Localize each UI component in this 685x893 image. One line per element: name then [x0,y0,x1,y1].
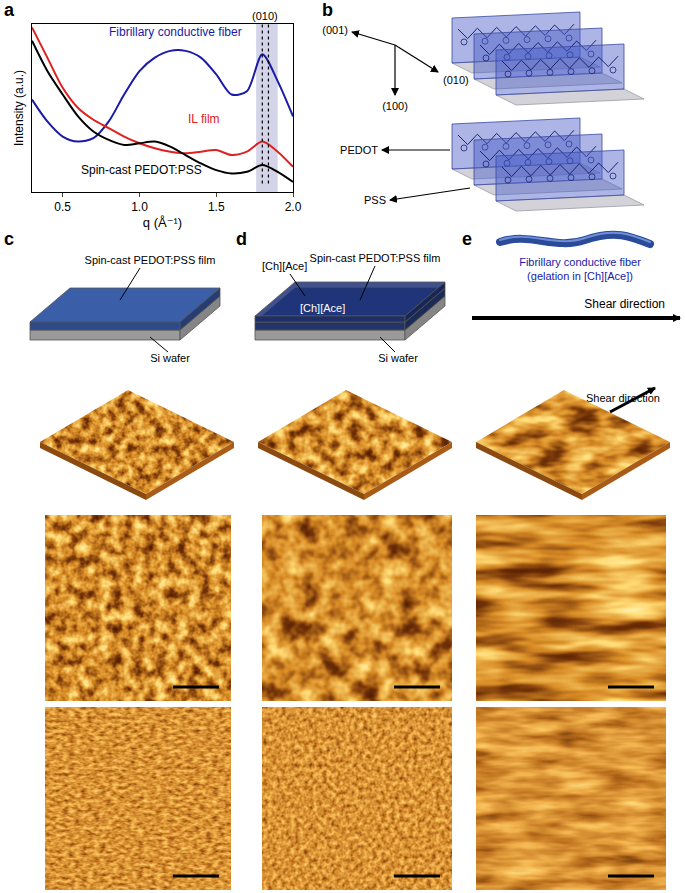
svg-text:Shear direction: Shear direction [584,297,665,311]
svg-text:Si wafer: Si wafer [378,352,418,364]
svg-text:d: d [236,229,247,249]
svg-text:Spin-cast PEDOT:PSS: Spin-cast PEDOT:PSS [81,163,202,177]
svg-text:1.5: 1.5 [208,200,225,214]
svg-text:Spin-cast PEDOT:PSS film: Spin-cast PEDOT:PSS film [310,252,441,264]
svg-text:e: e [462,229,472,249]
svg-text:Fibrillary conductive fiber: Fibrillary conductive fiber [109,25,242,39]
svg-text:a: a [4,0,15,20]
svg-text:Intensity (a.u.): Intensity (a.u.) [12,70,26,146]
svg-text:IL film: IL film [188,112,220,126]
svg-text:(010): (010) [252,10,278,22]
svg-text:c: c [4,229,14,249]
svg-text:(100): (100) [382,100,408,112]
svg-text:(001): (001) [322,24,348,36]
svg-text:Si wafer: Si wafer [150,352,190,364]
svg-text:(010): (010) [443,74,469,86]
svg-text:[Ch][Ace]: [Ch][Ace] [300,302,345,314]
svg-text:0.5: 0.5 [54,200,71,214]
svg-text:b: b [322,0,333,20]
svg-text:Spin-cast PEDOT:PSS film: Spin-cast PEDOT:PSS film [85,254,216,266]
svg-text:1.0: 1.0 [131,200,148,214]
svg-text:PEDOT: PEDOT [340,144,378,156]
svg-text:Shear direction: Shear direction [586,392,660,404]
svg-text:q (Å⁻¹): q (Å⁻¹) [143,215,182,230]
svg-text:Fibrillary conductive fiber: Fibrillary conductive fiber [519,256,641,268]
svg-text:(gelation in [Ch][Ace]): (gelation in [Ch][Ace]) [527,270,633,282]
svg-text:2.0: 2.0 [285,200,302,214]
svg-text:PSS: PSS [364,194,386,206]
svg-text:[Ch][Ace]: [Ch][Ace] [262,260,307,272]
